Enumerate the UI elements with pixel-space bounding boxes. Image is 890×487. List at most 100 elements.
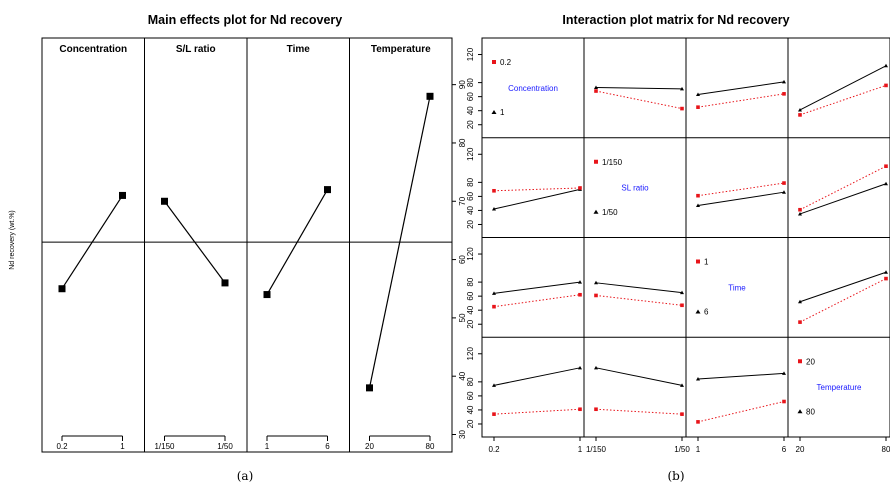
interaction-point-red xyxy=(782,399,786,404)
interaction-line-red xyxy=(595,408,683,415)
x-tick-label: 80 xyxy=(426,442,435,451)
x-tick-label: 1/50 xyxy=(674,445,690,454)
interaction-point-red xyxy=(782,92,786,96)
y-tick-label: 40 xyxy=(466,106,475,115)
interaction-point-red xyxy=(680,412,684,416)
y-tick-label: 40 xyxy=(466,405,475,414)
y-axis-label: Nd recovery (wt.%) xyxy=(9,210,16,270)
x-tick-label: 1 xyxy=(120,442,125,451)
effect-point xyxy=(263,291,271,299)
x-tick-label: 1 xyxy=(578,445,583,454)
y-tick-label: 80 xyxy=(466,277,475,286)
interaction-point-red xyxy=(594,293,598,298)
y-tick-label: 60 xyxy=(466,391,475,400)
x-tick-label: 0.2 xyxy=(56,442,68,451)
level-label: 20 xyxy=(806,357,815,366)
interaction-point-black xyxy=(680,383,684,387)
interaction-line-black xyxy=(697,81,785,96)
factor-name: SL ratio xyxy=(621,184,649,193)
y-tick-label: 50 xyxy=(458,313,467,322)
interaction-point-red xyxy=(798,113,802,117)
x-tick-label: 20 xyxy=(365,442,374,451)
level-label: 0.2 xyxy=(500,58,512,67)
interaction-point-black xyxy=(696,203,700,208)
interaction-point-black xyxy=(884,63,888,68)
interaction-point-black xyxy=(578,365,582,370)
interaction-point-red xyxy=(492,304,496,309)
interaction-point-black xyxy=(798,211,802,216)
y-tick-label: 80 xyxy=(458,138,467,147)
y-tick-label: 120 xyxy=(466,47,475,61)
y-tick-label: 60 xyxy=(466,291,475,300)
effect-line xyxy=(368,96,431,388)
y-tick-label: 80 xyxy=(466,177,475,186)
interaction-point-red xyxy=(798,207,802,212)
level-marker-black xyxy=(593,209,599,214)
main-effects-title: Main effects plot for Nd recovery xyxy=(148,13,343,27)
y-tick-label: 60 xyxy=(458,255,467,264)
interaction-line-black xyxy=(595,282,683,294)
effect-point xyxy=(161,197,168,205)
effect-line xyxy=(164,200,226,284)
level-label: 1/150 xyxy=(602,158,623,167)
interaction-line-black xyxy=(493,188,581,210)
interaction-plot-matrix: 2040608012020406080120204060801202040608… xyxy=(466,37,890,454)
interaction-line-red xyxy=(697,182,785,197)
interaction-point-black xyxy=(594,280,598,285)
panel-label: Time xyxy=(287,44,311,55)
interaction-point-red xyxy=(680,303,684,308)
y-tick-label: 90 xyxy=(458,80,467,89)
interaction-line-black xyxy=(595,367,683,386)
interaction-point-black xyxy=(782,79,786,84)
interaction-point-red xyxy=(594,407,598,412)
interaction-point-black xyxy=(798,107,802,112)
effect-point xyxy=(58,285,66,293)
interaction-point-red xyxy=(884,83,888,88)
x-tick-label: 0.2 xyxy=(488,445,500,454)
level-label: 80 xyxy=(806,407,815,416)
interaction-point-red xyxy=(492,188,496,193)
interaction-point-red xyxy=(884,276,888,281)
effect-line xyxy=(61,195,124,290)
level-label: 1 xyxy=(704,258,709,267)
interaction-point-red xyxy=(782,181,786,185)
interaction-point-red xyxy=(680,106,684,111)
interaction-line-red xyxy=(493,408,581,415)
interaction-point-red xyxy=(696,193,700,198)
interaction-point-red xyxy=(578,292,582,297)
interaction-point-black xyxy=(594,365,598,370)
interaction-line-red xyxy=(595,90,683,110)
interaction-line-red xyxy=(697,93,785,108)
panel-label: S/L ratio xyxy=(176,44,216,55)
interaction-point-black xyxy=(782,371,786,375)
factor-name: Concentration xyxy=(508,84,558,93)
y-tick-label: 40 xyxy=(466,205,475,214)
effect-point xyxy=(119,191,126,199)
y-tick-label: 80 xyxy=(466,377,475,386)
interaction-point-black xyxy=(680,86,684,91)
interaction-line-black xyxy=(697,372,785,380)
interaction-point-black xyxy=(696,92,700,97)
interaction-line-black xyxy=(799,183,887,215)
y-tick-label: 40 xyxy=(458,371,467,380)
y-tick-label: 60 xyxy=(466,92,475,101)
interaction-point-black xyxy=(492,383,496,387)
interaction-point-black xyxy=(492,291,496,295)
y-tick-label: 30 xyxy=(458,430,467,439)
interaction-line-red xyxy=(493,187,581,192)
caption-right: (b) xyxy=(667,469,684,483)
y-tick-label: 120 xyxy=(466,347,475,361)
level-marker-red xyxy=(696,259,700,264)
y-tick-label: 120 xyxy=(466,147,475,161)
x-tick-label: 6 xyxy=(782,445,787,454)
level-label: 1 xyxy=(500,108,505,117)
interaction-point-red xyxy=(798,320,802,324)
factor-name: Temperature xyxy=(817,383,862,392)
level-marker-black xyxy=(695,309,701,314)
x-tick-label: 80 xyxy=(882,445,890,454)
level-label: 6 xyxy=(704,308,709,317)
interaction-point-black xyxy=(696,377,700,381)
effect-line xyxy=(266,189,329,295)
effect-point xyxy=(221,279,229,287)
interaction-title: Interaction plot matrix for Nd recovery xyxy=(562,13,789,27)
